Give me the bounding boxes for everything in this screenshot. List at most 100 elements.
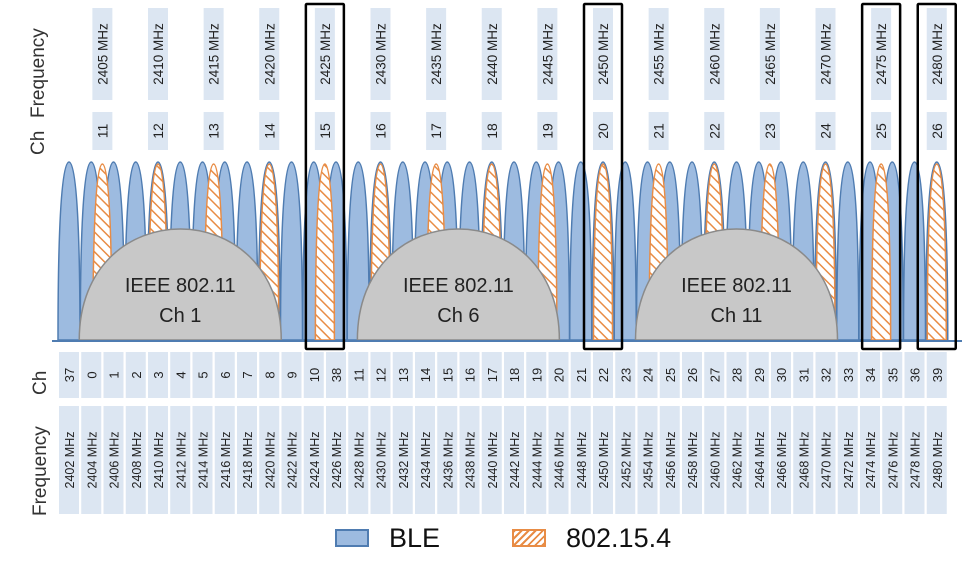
bottom-ch-label: 22: [596, 368, 611, 382]
wifi-channel-dome: [634, 228, 839, 341]
bottom-ch-label: 31: [796, 368, 811, 382]
top-frequency-label: 2410 MHz: [151, 23, 166, 85]
bottom-ch-label: 34: [863, 368, 878, 382]
top-frequency-cell: [537, 8, 558, 100]
zigbee-channel-20: [592, 163, 614, 341]
ble-channel-9: [279, 161, 304, 341]
bottom-frequency-cell: [748, 406, 769, 514]
bottom-ch-label: 7: [240, 371, 255, 378]
bottom-frequency-cell: [281, 406, 302, 514]
top-ch-label: 25: [873, 123, 889, 139]
ble-channel-36: [902, 161, 927, 341]
bottom-frequency-cell: [926, 406, 947, 514]
top-frequency-label: 2435 MHz: [429, 23, 444, 85]
bottom-ch-cell: [370, 352, 391, 398]
legend-zigbee: 802.15.4: [512, 520, 671, 556]
bottom-ch-label: 21: [574, 368, 589, 382]
top-frequency-label: 2445 MHz: [540, 23, 555, 85]
bottom-frequency-cell: [682, 406, 702, 514]
highlight-box-ch-26: [916, 2, 957, 351]
bottom-frequency-label: 2464 MHz: [753, 432, 767, 489]
bottom-ch-cell: [415, 352, 435, 398]
top-ch-cell: [815, 112, 836, 150]
top-frequency-label: 2455 MHz: [652, 23, 667, 85]
top-ch-cell: [871, 112, 892, 150]
top-frequency-cell: [148, 8, 168, 100]
bottom-frequency-cell: [125, 406, 146, 514]
bottom-ch-cell: [771, 352, 791, 398]
bottom-frequency-label: 2426 MHz: [330, 432, 344, 489]
wifi-channel-line2: Ch 1: [159, 305, 201, 327]
top-ch-label: 13: [206, 123, 222, 139]
bottom-frequency-label: 2404 MHz: [85, 432, 99, 489]
top-frequency-cell: [370, 8, 391, 100]
bottom-ch-cell: [682, 352, 702, 398]
bottom-frequency-label: 2412 MHz: [174, 432, 188, 489]
top-frequency-cell: [426, 8, 447, 100]
top-frequency-cell: [871, 8, 892, 100]
bottom-frequency-label: 2448 MHz: [575, 432, 589, 489]
bottom-frequency-cell: [615, 406, 636, 514]
top-ch-cell: [426, 112, 447, 150]
bottom-frequency-label: 2462 MHz: [731, 432, 745, 489]
bottom-ch-label: 30: [774, 368, 789, 382]
bottom-ch-cell: [170, 352, 191, 398]
bottom-frequency-cell: [481, 406, 502, 514]
bottom-frequency-label: 2436 MHz: [441, 432, 455, 489]
top-frequency-label: 2420 MHz: [262, 23, 277, 85]
legend-ble: BLE: [335, 520, 440, 556]
top-ch-label: 19: [539, 123, 555, 139]
bottom-frequency-label: 2474 MHz: [864, 432, 878, 489]
top-frequency-cell: [481, 8, 502, 100]
bottom-ch-label: 36: [908, 368, 923, 382]
ble-channel-37: [57, 161, 81, 341]
wifi-channel-line1: IEEE 802.11: [681, 275, 792, 297]
bottom-ch-cell: [548, 352, 569, 398]
bottom-frequency-cell: [837, 406, 858, 514]
bottom-frequency-cell: [59, 406, 79, 514]
bottom-ch-cell: [437, 352, 458, 398]
bottom-ch-label: 17: [485, 368, 500, 382]
bottom-ch-cell: [481, 352, 502, 398]
bottom-ch-cell: [570, 352, 591, 398]
top-frequency-label: 2480 MHz: [930, 23, 945, 85]
wifi-channel-dome: [78, 228, 283, 341]
bottom-frequency-cell: [81, 406, 102, 514]
bottom-frequency-cell: [637, 406, 658, 514]
bottom-ch-axis-label: Ch: [30, 370, 51, 395]
top-ch-label: 12: [150, 123, 166, 139]
bottom-frequency-cell: [815, 406, 836, 514]
wifi-channel-line2: Ch 6: [437, 305, 479, 327]
top-ch-cell: [759, 112, 780, 150]
bottom-ch-label: 11: [351, 368, 366, 382]
bottom-ch-cell: [882, 352, 903, 398]
bottom-frequency-label: 2480 MHz: [931, 432, 945, 489]
bottom-ch-label: 4: [173, 371, 188, 378]
top-ch-cell: [314, 112, 335, 150]
bottom-frequency-cell: [237, 406, 257, 514]
top-frequency-cell: [92, 8, 113, 100]
bottom-ch-cell: [59, 352, 79, 398]
bottom-frequency-label: 2416 MHz: [219, 432, 233, 489]
bottom-ch-cell: [793, 352, 814, 398]
bottom-frequency-cell: [259, 406, 280, 514]
bottom-ch-label: 12: [374, 368, 389, 382]
top-ch-cell: [648, 112, 669, 150]
wifi-channel-dome: [356, 228, 561, 341]
bottom-ch-label: 16: [463, 368, 478, 382]
bottom-ch-cell: [926, 352, 947, 398]
bottom-ch-cell: [259, 352, 280, 398]
bottom-ch-cell: [148, 352, 168, 398]
bottom-frequency-label: 2458 MHz: [686, 432, 700, 489]
bottom-ch-label: 20: [552, 368, 567, 382]
top-frequency-cell: [593, 8, 613, 100]
bottom-frequency-label: 2410 MHz: [152, 432, 166, 489]
bottom-ch-label: 3: [151, 371, 166, 378]
bottom-ch-cell: [348, 352, 369, 398]
bottom-frequency-label: 2470 MHz: [820, 432, 834, 489]
bottom-frequency-label: 2428 MHz: [352, 432, 366, 489]
ble-channel-23: [613, 161, 638, 341]
bottom-frequency-cell: [771, 406, 791, 514]
zigbee-channel-15: [314, 163, 336, 341]
